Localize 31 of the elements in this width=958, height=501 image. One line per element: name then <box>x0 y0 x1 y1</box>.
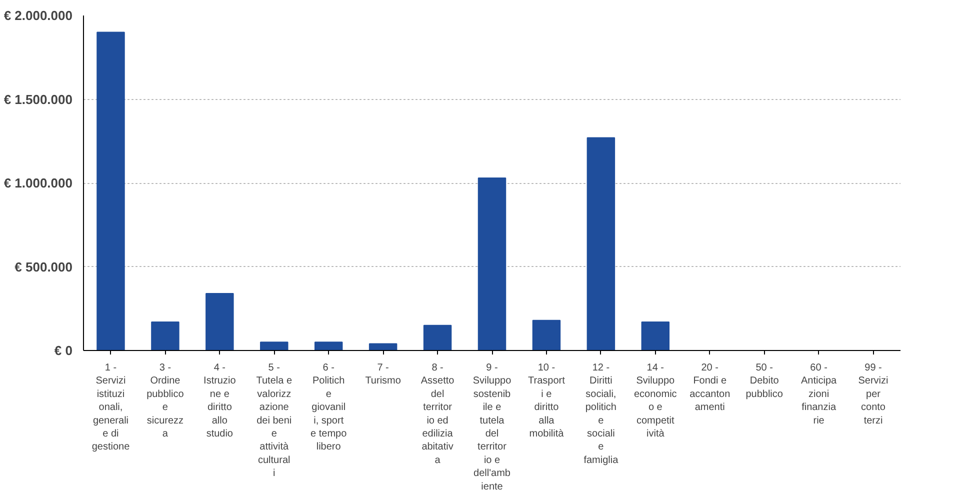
x-tick-label: 12 - Diritti sociali, politiche sociali e famiglia <box>584 362 619 466</box>
x-tick-label: 14 - Sviluppo economico e competitività <box>634 362 677 440</box>
bar <box>532 320 561 350</box>
x-tick-label: 4 - Istruzione e diritto allo studio <box>204 362 236 440</box>
y-tick-label: € 500.000 <box>14 259 73 274</box>
x-tick-label: 7 - Turismo <box>365 362 402 387</box>
category-label: 5 - Tutela e valorizzazione dei beni e attività culturali <box>256 362 292 480</box>
x-tick-label: 1 - Servizi istituzionali, generali e di gestione <box>92 362 130 453</box>
x-tick-label: 3 - Ordine pubblico e sicurezza <box>146 362 184 440</box>
bar <box>260 342 288 350</box>
x-tick-label: 20 - Fondi e accantonamenti <box>690 362 730 414</box>
bar <box>314 342 343 350</box>
bar <box>423 324 452 350</box>
y-tick-label: € 1.000.000 <box>4 176 73 190</box>
category-label: 9 - Sviluppo sostenibile e tutela del territorio e dell'ambiente <box>472 362 512 492</box>
bar <box>586 137 616 350</box>
y-tick-label: € 1.500.000 <box>4 92 73 107</box>
x-tick-label: 60 - Anticipazioni finanziarie <box>801 362 838 426</box>
bar <box>96 32 125 350</box>
x-tick-label: 8 - Assetto del territorio ed edilizia abitativa <box>420 362 455 466</box>
x-tick-label: 99 - Servizi per conto terzi <box>858 362 888 426</box>
bar <box>368 343 398 350</box>
x-tick-label: 6 - Politiche giovanili, sport e tempo libero <box>310 362 348 453</box>
bar <box>641 322 670 350</box>
bar <box>151 322 180 350</box>
y-tick-label: € 0 <box>54 343 73 358</box>
y-tick-label: € 2.000.000 <box>4 8 73 23</box>
x-tick-label: 10 - Trasporti e diritto alla mobilità <box>528 362 566 440</box>
bar <box>478 177 506 350</box>
x-tick-label: 50 - Debito pubblico <box>746 362 784 400</box>
bar <box>206 293 234 350</box>
